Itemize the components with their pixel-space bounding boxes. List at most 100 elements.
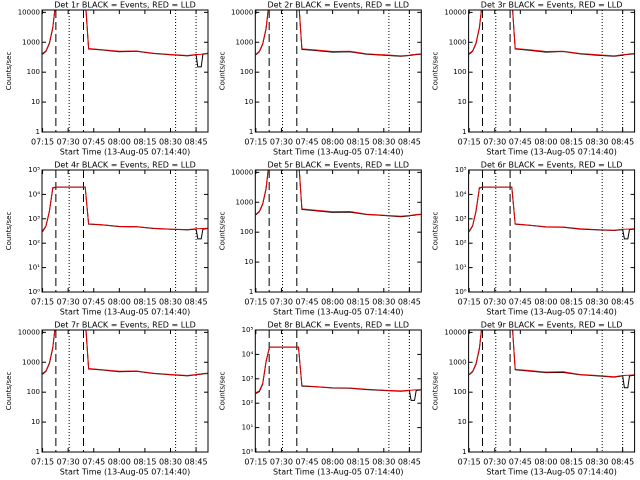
y-tick-label: 10³ [242, 375, 254, 383]
x-tick-label: 08:00 [321, 458, 344, 467]
y-tick-label: 10⁴ [242, 350, 254, 358]
chart-title: Det 8r BLACK = Events, RED = LLD [268, 321, 410, 330]
plot-area [468, 10, 635, 57]
x-tick-label: 07:30 [270, 458, 293, 467]
x-tick-label: 08:15 [133, 458, 156, 467]
y-axis-label: Counts/sec [218, 52, 226, 91]
y-axis-label: Counts/sec [218, 212, 226, 251]
chart-title: Det 3r BLACK = Events, RED = LLD [481, 1, 623, 10]
plot-area [468, 186, 635, 240]
plot-area [42, 186, 208, 240]
x-tick-label: 07:45 [509, 298, 532, 307]
y-tick-label: 100 [240, 228, 253, 236]
plot-area [255, 346, 422, 401]
x-tick-label: 08:30 [372, 458, 395, 467]
series-line [42, 186, 208, 240]
plot-frame [468, 9, 636, 133]
x-tick-label: 07:15 [244, 138, 267, 147]
x-axis-label: Start Time (13-Aug-05 07:14:40) [486, 308, 617, 317]
y-tick-label: 10 [244, 258, 253, 266]
series-line [468, 186, 635, 240]
x-tick-label: 08:00 [108, 138, 131, 147]
y-axis-label: Counts/sec [432, 212, 440, 251]
y-tick-label: 10 [458, 418, 467, 426]
x-tick-label: 07:45 [296, 138, 319, 147]
x-tick-label: 08:30 [159, 458, 182, 467]
y-axis-label: Counts/sec [432, 372, 440, 411]
series-line [468, 330, 635, 378]
x-tick-label: 08:00 [108, 458, 131, 467]
x-axis-label: Start Time (13-Aug-05 07:14:40) [486, 468, 617, 477]
panel: 1 10 100 1000 10000 07:15 07:30 07:45 08:00 08:15… [218, 161, 422, 317]
y-tick-label: 1 [462, 448, 466, 456]
x-tick-label: 07:45 [509, 458, 532, 467]
y-tick-label: 1 [36, 128, 40, 136]
chart-title: Det 9r BLACK = Events, RED = LLD [481, 321, 623, 330]
y-tick-label: 10² [28, 239, 40, 247]
y-tick-label: 1 [249, 288, 253, 296]
x-tick-label: 07:15 [458, 298, 481, 307]
x-tick-label: 07:30 [483, 138, 506, 147]
series-line [255, 10, 422, 57]
y-tick-label: 100 [27, 388, 40, 396]
x-tick-label: 07:30 [270, 298, 293, 307]
y-tick-label: 10³ [455, 215, 467, 223]
x-tick-label: 08:30 [159, 298, 182, 307]
y-tick-label: 10⁵ [455, 166, 467, 174]
x-tick-label: 08:15 [347, 298, 370, 307]
x-tick-label: 08:45 [398, 138, 421, 147]
x-tick-label: 07:45 [82, 458, 105, 467]
x-tick-label: 07:30 [270, 138, 293, 147]
x-tick-label: 07:15 [31, 458, 54, 467]
x-tick-label: 07:30 [483, 458, 506, 467]
x-tick-label: 08:00 [534, 458, 557, 467]
y-tick-label: 10000 [444, 328, 466, 336]
y-tick-label: 10¹ [28, 264, 40, 272]
plot-frame [254, 9, 422, 133]
y-tick-label: 10² [455, 239, 467, 247]
y-tick-label: 10⁴ [28, 190, 40, 198]
x-axis-label: Start Time (13-Aug-05 07:14:40) [60, 148, 191, 157]
x-tick-label: 08:30 [586, 138, 609, 147]
x-tick-label: 08:45 [185, 138, 208, 147]
x-tick-label: 07:45 [296, 458, 319, 467]
plot-frame [468, 169, 636, 293]
y-tick-label: 1000 [235, 198, 253, 206]
panel: 1 10 100 1000 10000 07:15 07:30 07:45 08:00 08:15… [5, 1, 209, 157]
x-tick-label: 07:15 [31, 138, 54, 147]
x-tick-label: 08:15 [560, 298, 583, 307]
y-axis-label: Counts/sec [5, 212, 13, 251]
y-tick-label: 100 [27, 68, 40, 76]
x-tick-label: 07:45 [82, 298, 105, 307]
x-tick-label: 08:30 [372, 298, 395, 307]
y-tick-label: 10⁰ [28, 288, 40, 296]
x-tick-label: 08:00 [108, 298, 131, 307]
plot-area [42, 10, 208, 68]
x-tick-label: 08:45 [398, 298, 421, 307]
y-axis-label: Counts/sec [218, 372, 226, 411]
x-tick-label: 07:15 [244, 458, 267, 467]
x-tick-label: 08:15 [133, 138, 156, 147]
series-line [255, 346, 422, 401]
y-tick-label: 10⁰ [242, 448, 254, 456]
y-tick-label: 1000 [22, 38, 40, 46]
y-axis-label: Counts/sec [5, 52, 13, 91]
plot-frame [41, 169, 209, 293]
series-line [468, 186, 635, 232]
x-tick-label: 07:15 [458, 458, 481, 467]
x-tick-label: 07:30 [483, 298, 506, 307]
x-tick-label: 08:45 [611, 138, 634, 147]
plot-area [255, 10, 422, 57]
series-line [468, 10, 635, 57]
y-tick-label: 1000 [449, 38, 467, 46]
x-axis-label: Start Time (13-Aug-05 07:14:40) [60, 468, 191, 477]
y-tick-label: 10 [244, 98, 253, 106]
plot-frame [41, 329, 209, 453]
plot-area [468, 330, 635, 389]
y-tick-label: 10000 [231, 168, 253, 176]
x-tick-label: 07:30 [57, 138, 80, 147]
series-line [42, 10, 208, 57]
x-tick-label: 08:15 [133, 298, 156, 307]
plot-frame [468, 329, 636, 453]
chart-title: Det 2r BLACK = Events, RED = LLD [268, 1, 410, 10]
